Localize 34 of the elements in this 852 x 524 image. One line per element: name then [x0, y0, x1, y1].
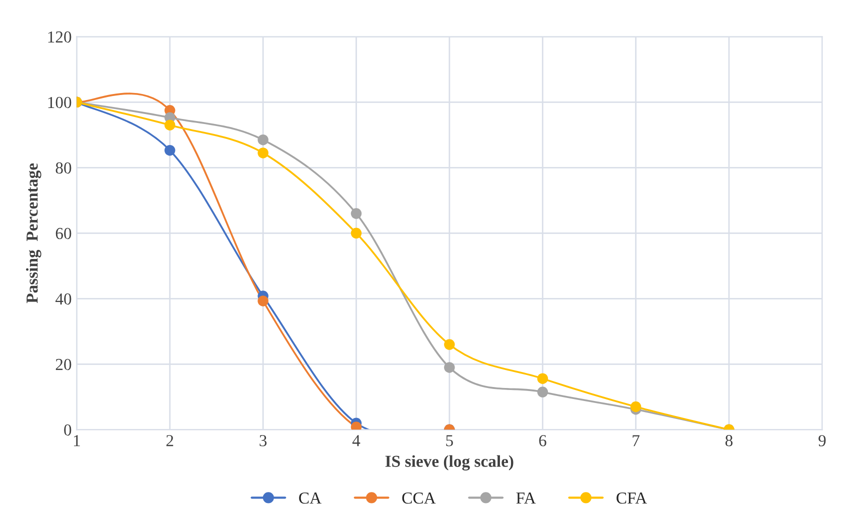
- y-tick-label: 80: [56, 162, 72, 174]
- x-tick-label: 5: [446, 435, 453, 446]
- y-tick-label: 60: [56, 228, 72, 240]
- y-axis-title: Passing Percentage: [26, 163, 42, 304]
- point: [164, 120, 176, 130]
- legend-label: CA: [299, 492, 322, 504]
- x-tick-label: 3: [260, 435, 267, 446]
- point: [258, 296, 268, 306]
- point: [630, 401, 642, 412]
- x-tick-label: 2: [166, 435, 174, 446]
- x-tick-label: 9: [818, 435, 826, 446]
- point: [537, 386, 548, 398]
- x-tick-label: 8: [725, 435, 733, 446]
- x-tick-label: 1: [74, 435, 80, 446]
- point: [444, 339, 455, 350]
- x-axis-title: IS sieve (log scale): [385, 455, 514, 470]
- x-tick-label: 4: [352, 435, 360, 446]
- y-tick-label: 0: [64, 424, 72, 436]
- y-tick-label: 40: [55, 293, 72, 305]
- x-tick-label: 6: [539, 435, 546, 446]
- y-tick-label: 20: [56, 358, 72, 370]
- point: [164, 144, 176, 156]
- point: [444, 362, 455, 373]
- y-tick-label: 120: [48, 31, 72, 43]
- y-tick-label: 100: [48, 96, 72, 108]
- legend-label: CCA: [402, 492, 436, 504]
- x-tick-label: 7: [632, 435, 640, 446]
- point: [350, 228, 362, 239]
- point: [258, 148, 268, 158]
- point: [350, 208, 362, 219]
- legend-label: CFA: [616, 492, 647, 504]
- point: [258, 134, 268, 146]
- point: [537, 373, 548, 384]
- legend-label: FA: [516, 492, 536, 504]
